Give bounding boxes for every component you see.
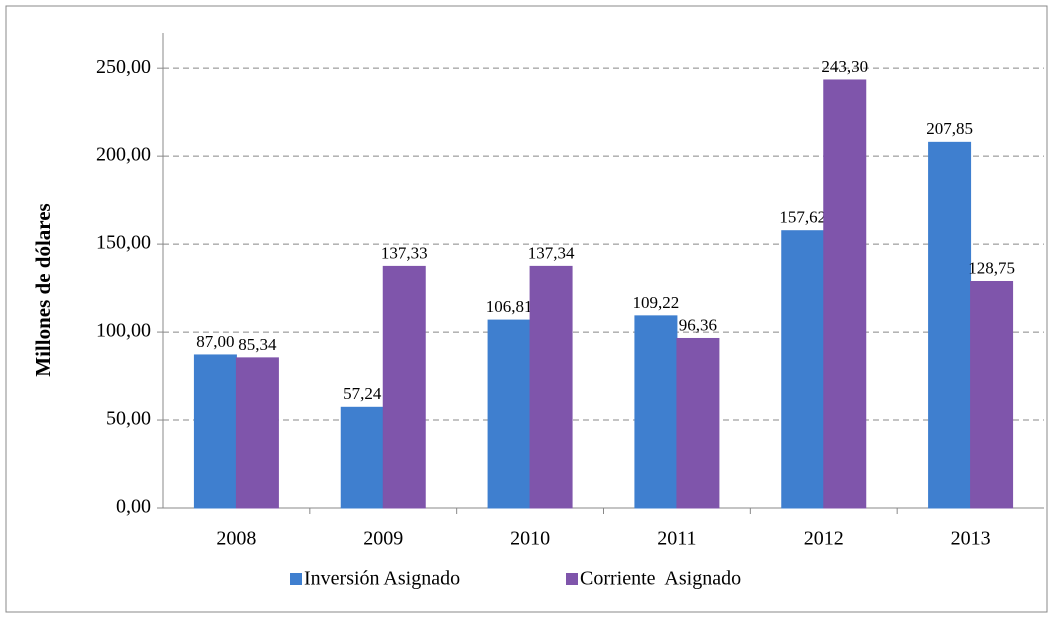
bar	[235, 357, 279, 509]
x-tick-label: 2012	[804, 528, 844, 550]
bar	[781, 230, 825, 509]
value-label: 85,34	[238, 335, 277, 354]
chart-frame	[5, 5, 1048, 613]
y-axis-label: Millones de dólares	[31, 203, 55, 376]
value-label: 57,24	[343, 384, 382, 403]
legend-swatch	[290, 573, 302, 585]
y-tick-label: 150,00	[96, 232, 151, 254]
bar	[676, 337, 720, 509]
value-label: 137,33	[381, 243, 428, 262]
bar	[487, 319, 531, 509]
bar	[928, 141, 972, 509]
bar	[193, 354, 237, 509]
y-tick-label: 50,00	[106, 408, 151, 430]
x-tick-label: 2009	[363, 528, 403, 550]
value-label: 128,75	[968, 258, 1015, 277]
value-label: 243,30	[821, 57, 868, 76]
legend-text: Corriente Asignado	[580, 568, 741, 590]
x-tick-label: 2013	[951, 528, 991, 550]
x-tick-label: 2011	[657, 528, 696, 550]
y-tick-label: 250,00	[96, 56, 151, 78]
bar	[823, 79, 867, 509]
bar	[340, 406, 384, 509]
value-label: 96,36	[679, 315, 717, 334]
value-label: 157,62	[779, 208, 826, 227]
y-tick-label: 100,00	[96, 320, 151, 342]
bar	[634, 315, 678, 509]
bar	[970, 280, 1014, 509]
x-tick-label: 2008	[216, 528, 256, 550]
value-label: 207,85	[926, 119, 973, 138]
value-label: 87,00	[196, 332, 234, 351]
y-tick-label: 0,00	[116, 496, 151, 518]
bar	[529, 265, 573, 509]
y-tick-label: 200,00	[96, 144, 151, 166]
bar	[382, 265, 426, 509]
legend-swatch	[566, 573, 578, 585]
x-tick-label: 2010	[510, 528, 550, 550]
value-label: 137,34	[528, 243, 575, 262]
legend-text: Inversión Asignado	[304, 568, 460, 590]
value-label: 106,81	[486, 297, 533, 316]
value-label: 109,22	[633, 293, 680, 312]
